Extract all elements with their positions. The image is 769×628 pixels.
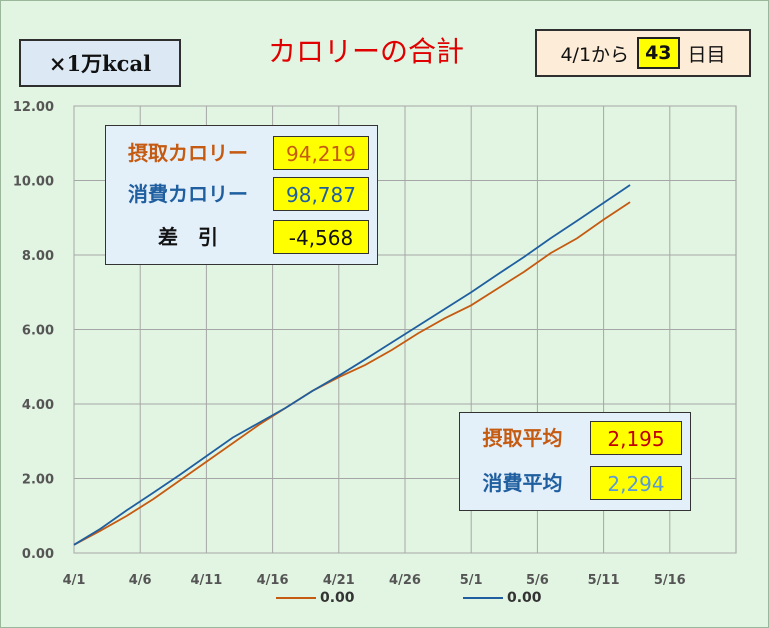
burn-average-value: 2,294 — [590, 466, 682, 500]
totals-panel: 摂取カロリー 94,219 消費カロリー 98,787 差 引 -4,568 — [105, 125, 378, 265]
legend-item-burn: 0.00 — [463, 590, 542, 606]
burn-average-row: 消費平均 2,294 — [460, 463, 690, 503]
unit-label: ×1万kcal — [19, 39, 181, 87]
x-tick-label: 4/16 — [257, 573, 289, 588]
legend-swatch-burn — [463, 597, 503, 599]
burn-total-value: 98,787 — [273, 177, 369, 211]
burn-average-label: 消費平均 — [482, 471, 563, 495]
legend-label-intake: 0.00 — [320, 590, 355, 606]
intake-total-row: 摂取カロリー 94,219 — [106, 133, 377, 173]
x-tick-label: 5/6 — [526, 573, 549, 588]
day-counter: 4/1から 43 日目 — [535, 29, 751, 77]
y-tick-label: 0.00 — [22, 547, 54, 562]
y-tick-label: 4.00 — [22, 398, 54, 413]
x-tick-label: 5/16 — [654, 573, 686, 588]
x-tick-label: 4/21 — [323, 573, 355, 588]
chart-title: カロリーの合計 — [268, 35, 465, 68]
x-tick-label: 4/6 — [129, 573, 152, 588]
day-prefix: 4/1から — [560, 43, 630, 66]
difference-row: 差 引 -4,568 — [106, 217, 377, 257]
intake-average-label: 摂取平均 — [482, 426, 563, 450]
x-tick-label: 4/1 — [63, 573, 86, 588]
day-suffix: 日目 — [687, 43, 726, 66]
legend-label-burn: 0.00 — [507, 590, 542, 606]
legend-swatch-intake — [276, 597, 316, 599]
difference-label: 差 引 — [158, 225, 218, 249]
y-tick-label: 12.00 — [13, 100, 54, 115]
x-tick-label: 4/26 — [389, 573, 421, 588]
y-tick-label: 8.00 — [22, 249, 54, 264]
x-tick-label: 4/11 — [190, 573, 222, 588]
averages-panel: 摂取平均 2,195 消費平均 2,294 — [459, 412, 691, 511]
y-tick-label: 2.00 — [22, 473, 54, 488]
legend-item-intake: 0.00 — [276, 590, 355, 606]
burn-total-row: 消費カロリー 98,787 — [106, 174, 377, 214]
x-tick-label: 5/11 — [588, 573, 620, 588]
x-tick-label: 5/1 — [460, 573, 483, 588]
burn-total-label: 消費カロリー — [128, 182, 248, 206]
y-tick-label: 6.00 — [22, 324, 54, 339]
intake-total-label: 摂取カロリー — [128, 141, 248, 165]
intake-average-value: 2,195 — [590, 421, 682, 455]
y-tick-label: 10.00 — [13, 175, 54, 190]
day-count: 43 — [637, 37, 680, 69]
intake-average-row: 摂取平均 2,195 — [460, 418, 690, 458]
difference-value: -4,568 — [273, 220, 369, 254]
series-line-intake — [73, 201, 631, 546]
intake-total-value: 94,219 — [273, 136, 369, 170]
series-line-burn — [73, 184, 631, 546]
